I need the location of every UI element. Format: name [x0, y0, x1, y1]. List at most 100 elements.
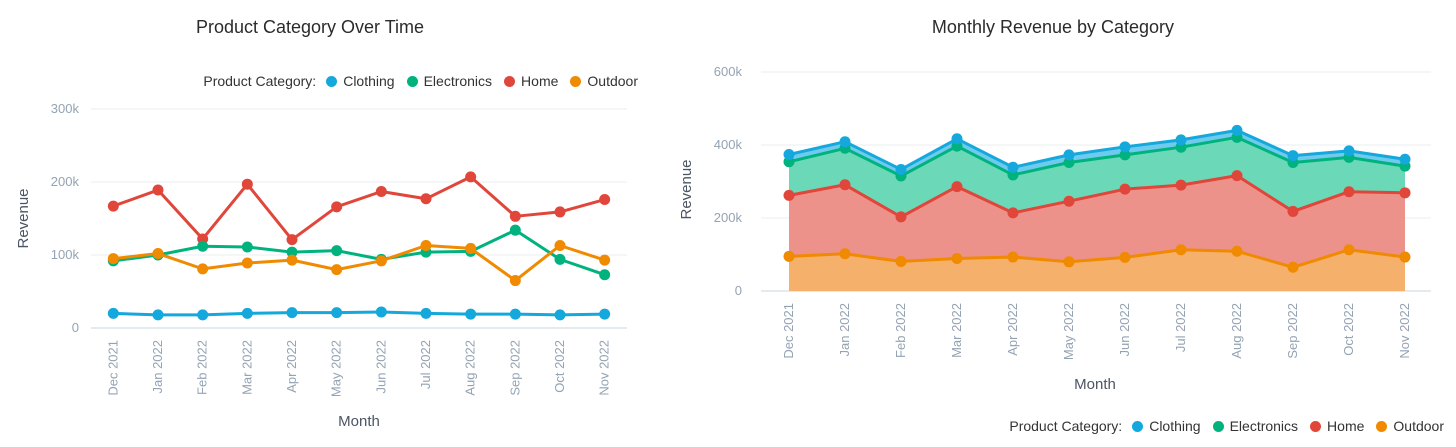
data-point-outdoor [1287, 261, 1299, 273]
legend-label: Clothing [343, 73, 395, 89]
legend-label: Electronics [1229, 418, 1299, 434]
x-tick-label: Jul 2022 [418, 340, 433, 389]
legend: Product Category: Clothing Electronics Hom… [203, 73, 638, 89]
data-point-outdoor [375, 255, 387, 267]
legend-swatch [406, 75, 418, 87]
x-tick-label: Apr 2022 [1005, 303, 1020, 356]
x-tick-label: Feb 2022 [195, 340, 210, 395]
x-tick-label: Feb 2022 [893, 303, 908, 358]
data-point-clothing [1231, 124, 1243, 136]
y-tick-label: 300k [51, 101, 80, 116]
data-point-clothing [554, 309, 566, 321]
data-point-outdoor [895, 255, 907, 267]
y-tick-label: 200k [714, 210, 743, 225]
x-tick-label: May 2022 [1061, 303, 1076, 360]
legend-swatch [1376, 420, 1388, 432]
legend-item-home[interactable]: Home [1310, 418, 1364, 434]
series-line-clothing [113, 310, 605, 317]
x-tick-label: Jan 2022 [150, 340, 165, 394]
legend-item-electronics[interactable]: Electronics [406, 73, 492, 89]
data-point-outdoor [1119, 251, 1131, 263]
chart-title: Product Category Over Time [195, 17, 425, 37]
data-point-electronics [1007, 169, 1019, 181]
legend-item-electronics[interactable]: Electronics [1212, 418, 1299, 434]
legend-item-outdoor[interactable]: Outdoor [570, 73, 638, 89]
data-point-outdoor [1343, 244, 1355, 256]
data-point-outdoor [420, 240, 432, 252]
data-point-outdoor [599, 254, 611, 266]
data-point-home [1231, 170, 1243, 182]
data-point-outdoor [839, 248, 851, 260]
line-chart-svg: 0 100k 200k 300k Dec 2021 Jan 2022 Feb 2022 Mar… [15, 101, 627, 430]
x-axis-title: Month [338, 413, 380, 430]
series-outdoor [107, 240, 611, 287]
y-axis-title: Revenue [15, 188, 32, 248]
data-point-home [1007, 207, 1019, 219]
data-point-clothing [465, 308, 477, 320]
data-point-home [839, 179, 851, 191]
y-tick-label: 0 [72, 320, 79, 335]
data-point-clothing [107, 307, 119, 319]
data-point-home [1063, 195, 1075, 207]
data-point-electronics [509, 224, 521, 236]
data-point-clothing [241, 307, 253, 319]
data-point-clothing [197, 309, 209, 321]
legend-item-clothing[interactable]: Clothing [1132, 418, 1201, 434]
series-electronics [107, 224, 611, 281]
data-point-clothing [1399, 153, 1411, 165]
legend-item-outdoor[interactable]: Outdoor [1376, 418, 1444, 434]
data-point-clothing [839, 136, 851, 148]
series-electronics [783, 131, 1411, 182]
x-tick-label: Nov 2022 [1397, 303, 1412, 359]
legend-title: Product Category: [203, 73, 317, 89]
x-tick-label: Sep 2022 [507, 340, 522, 396]
area-clothing [789, 130, 1405, 177]
data-point-outdoor [1231, 245, 1243, 257]
data-point-clothing [152, 309, 164, 321]
x-tick-label: Dec 2021 [105, 340, 120, 396]
legend-swatch [326, 75, 338, 87]
data-point-home [1287, 205, 1299, 217]
data-point-outdoor [241, 257, 253, 269]
series-home [783, 170, 1411, 223]
legend-item-home[interactable]: Home [504, 73, 558, 89]
legend-label: Outdoor [1393, 418, 1444, 434]
x-tick-label: Jan 2022 [837, 303, 852, 357]
data-point-outdoor [197, 263, 209, 275]
x-tick-label: Sep 2022 [1285, 303, 1300, 359]
data-point-outdoor [783, 250, 795, 262]
data-point-home [375, 185, 387, 197]
x-tick-label: Jul 2022 [1173, 303, 1188, 352]
data-point-clothing [1007, 161, 1019, 173]
x-tick-label: Mar 2022 [239, 340, 254, 395]
area-chart-svg: 0 200k 400k 600k Dec 2021 Jan 2022 Feb 2022 Mar… [678, 64, 1431, 393]
data-point-outdoor [1063, 256, 1075, 268]
data-point-outdoor [1175, 244, 1187, 256]
data-point-clothing [951, 133, 963, 145]
data-point-clothing [599, 308, 611, 320]
data-point-home [1343, 186, 1355, 198]
data-point-home [599, 194, 611, 206]
x-tick-label: Aug 2022 [463, 340, 478, 396]
data-point-clothing [331, 307, 343, 319]
y-tick-label: 600k [714, 64, 743, 79]
series-clothing [107, 306, 611, 321]
data-point-home [783, 189, 795, 201]
data-point-outdoor [509, 275, 521, 287]
legend-title: Product Category: [1009, 418, 1123, 434]
data-point-home [465, 171, 477, 183]
x-tick-label: Apr 2022 [284, 340, 299, 393]
line-chart-panel: Product Category Over Time Product Categ… [15, 17, 638, 430]
data-point-clothing [1175, 134, 1187, 146]
data-point-electronics [554, 253, 566, 265]
legend-label: Home [521, 73, 559, 89]
legend-swatch [570, 75, 582, 87]
data-point-home [1175, 179, 1187, 191]
x-tick-label: Mar 2022 [949, 303, 964, 358]
series-line-outdoor [113, 244, 606, 283]
data-point-clothing [1287, 150, 1299, 162]
series-outdoor [783, 244, 1411, 273]
legend-item-clothing[interactable]: Clothing [326, 73, 395, 89]
data-point-outdoor [1399, 251, 1411, 263]
data-point-electronics [599, 269, 611, 281]
